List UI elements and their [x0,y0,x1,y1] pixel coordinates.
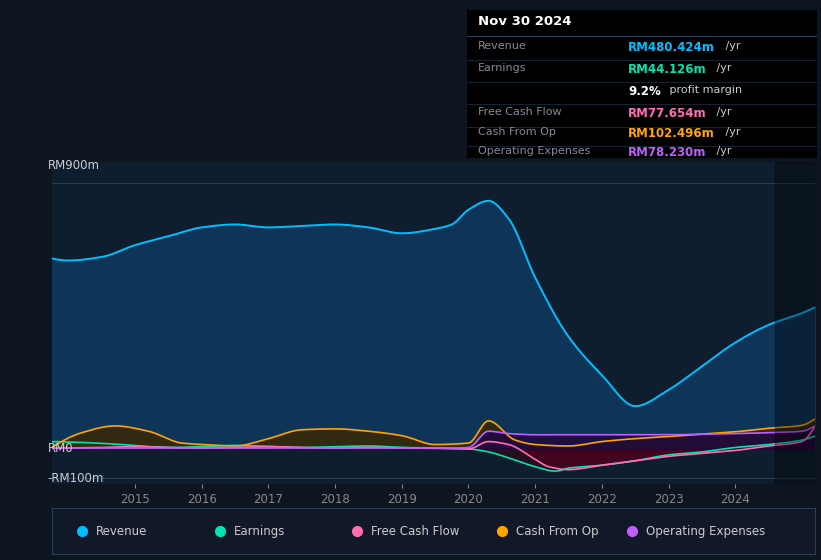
Text: RM77.654m: RM77.654m [628,108,707,120]
Text: 9.2%: 9.2% [628,85,661,98]
Text: Earnings: Earnings [478,63,526,73]
Text: Operating Expenses: Operating Expenses [646,525,765,538]
Text: Revenue: Revenue [478,41,526,51]
Text: /yr: /yr [713,146,732,156]
Text: Operating Expenses: Operating Expenses [478,146,590,156]
Text: RM480.424m: RM480.424m [628,41,715,54]
Text: RM102.496m: RM102.496m [628,127,715,140]
Text: /yr: /yr [722,41,741,51]
Text: Revenue: Revenue [96,525,148,538]
Text: Cash From Op: Cash From Op [516,525,599,538]
Text: -RM100m: -RM100m [48,472,104,485]
Text: Cash From Op: Cash From Op [478,127,556,137]
Text: /yr: /yr [713,108,732,118]
Text: RM0: RM0 [48,442,73,455]
Text: Free Cash Flow: Free Cash Flow [371,525,459,538]
Bar [775,162,815,484]
Text: /yr: /yr [722,127,741,137]
Text: Nov 30 2024: Nov 30 2024 [478,16,571,29]
Text: RM44.126m: RM44.126m [628,63,707,76]
Text: profit margin: profit margin [666,85,742,95]
Text: RM900m: RM900m [48,159,99,172]
Text: /yr: /yr [713,63,732,73]
Text: RM78.230m: RM78.230m [628,146,706,159]
Text: Free Cash Flow: Free Cash Flow [478,108,562,118]
Text: Earnings: Earnings [233,525,285,538]
